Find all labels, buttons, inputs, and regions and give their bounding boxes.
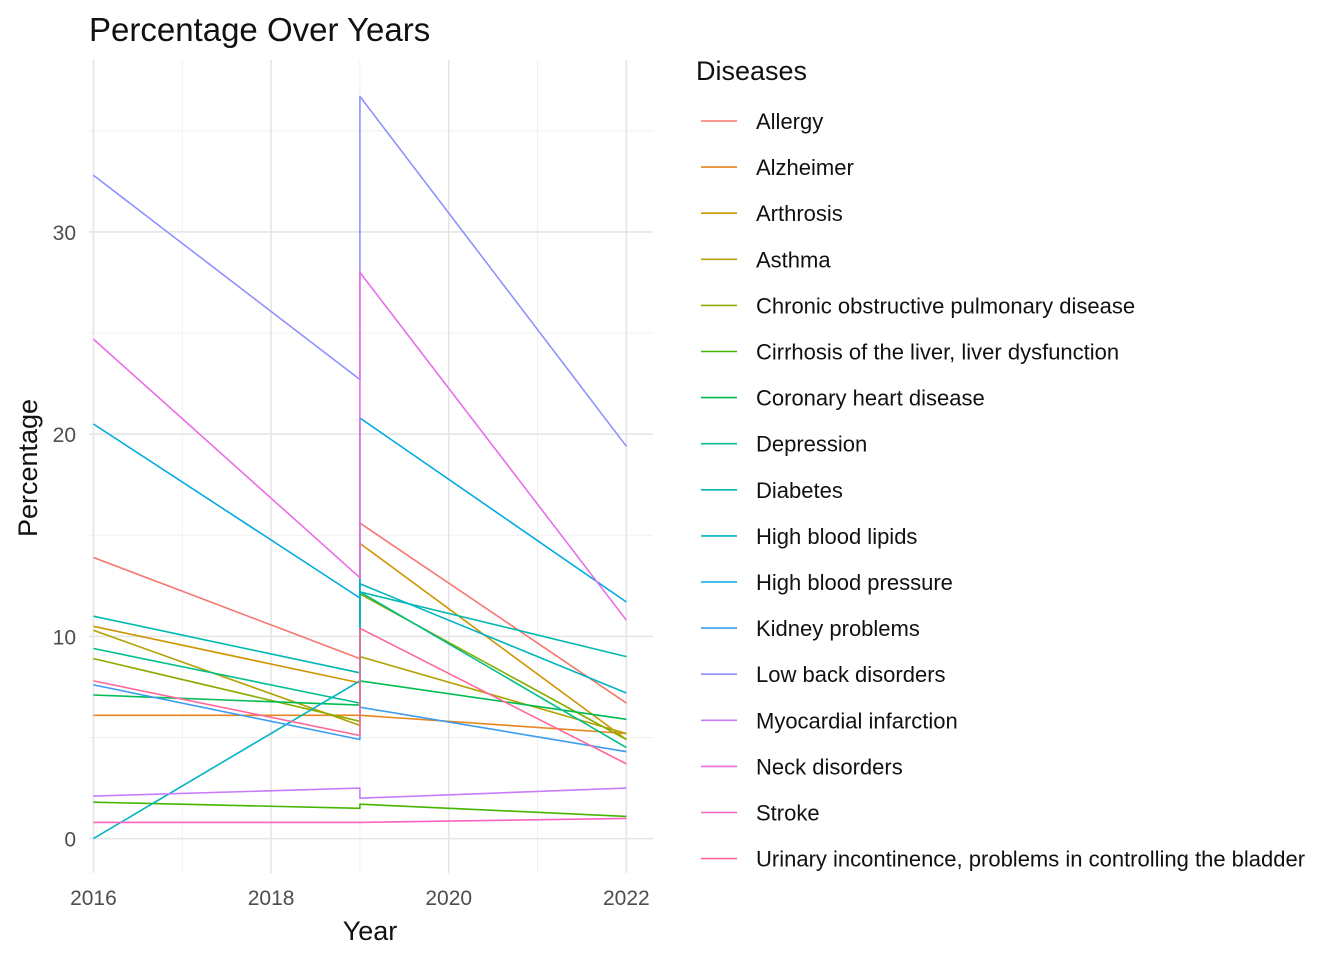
- grid-lines: [89, 60, 653, 873]
- x-tick-label: 2020: [425, 887, 472, 910]
- legend-label: Depression: [756, 432, 867, 457]
- series-line: [92, 271, 628, 621]
- legend-label: High blood lipids: [756, 524, 917, 549]
- series-line: [93, 817, 627, 824]
- series-line: [93, 787, 627, 800]
- series-line: [93, 627, 627, 765]
- data-lines: [92, 95, 628, 840]
- legend-label: Cirrhosis of the liver, liver dysfunctio…: [756, 340, 1119, 365]
- legend-label: Coronary heart disease: [756, 386, 985, 411]
- legend-label: Diabetes: [756, 478, 843, 503]
- y-axis-title: Percentage: [13, 399, 43, 537]
- legend-label: Urinary incontinence, problems in contro…: [756, 847, 1305, 872]
- legend-title: Diseases: [696, 56, 807, 86]
- legend-label: Chronic obstructive pulmonary disease: [756, 293, 1135, 318]
- x-axis-title: Year: [343, 916, 398, 946]
- x-tick-label: 2018: [248, 887, 295, 910]
- legend-label: Arthrosis: [756, 201, 843, 226]
- x-tick-label: 2016: [70, 887, 117, 910]
- legend: Diseases Allergy Alzheimer Arthrosis Asthma…: [696, 56, 1305, 872]
- y-tick-label: 30: [53, 222, 76, 245]
- legend-label: Asthma: [756, 247, 831, 272]
- y-tick-label: 10: [53, 626, 76, 649]
- series-line: [93, 801, 627, 818]
- legend-label: Allergy: [756, 109, 823, 134]
- legend-label: Low back disorders: [756, 662, 946, 687]
- series-line: [92, 95, 628, 447]
- legend-items: Allergy Alzheimer Arthrosis Asthma Chronic o…: [701, 109, 1305, 872]
- legend-label: High blood pressure: [756, 570, 953, 595]
- y-tick-label: 20: [53, 424, 76, 447]
- chart-title: Percentage Over Years: [89, 11, 430, 48]
- axis-tick-labels: 0 10 20 30 2016 2018 2020 2022: [53, 222, 650, 910]
- legend-label: Stroke: [756, 801, 820, 826]
- y-tick-label: 0: [64, 829, 76, 852]
- x-tick-label: 2022: [603, 887, 650, 910]
- legend-label: Alzheimer: [756, 155, 854, 180]
- legend-label: Kidney problems: [756, 616, 920, 641]
- legend-label: Neck disorders: [756, 754, 903, 779]
- legend-label: Myocardial infarction: [756, 708, 958, 733]
